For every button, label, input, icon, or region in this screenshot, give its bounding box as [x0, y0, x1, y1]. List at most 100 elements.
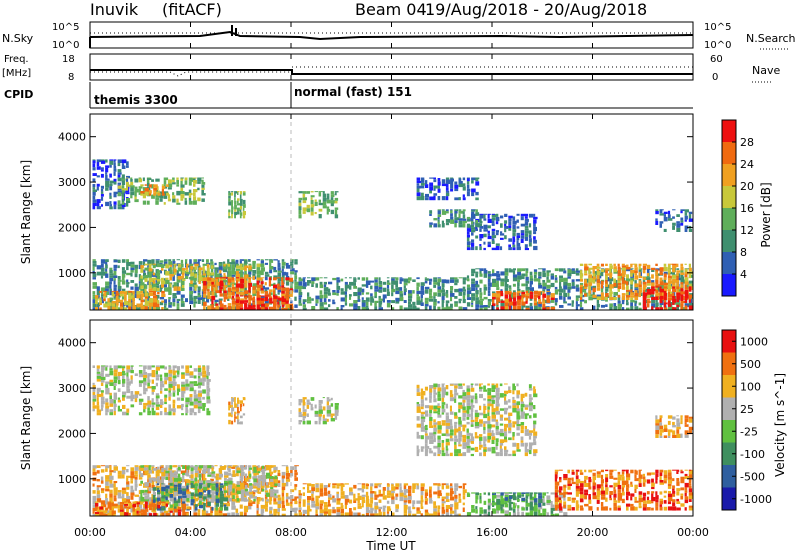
heatmap-cell	[445, 406, 449, 409]
heatmap-cell	[265, 482, 269, 486]
heatmap-cell	[144, 495, 149, 500]
heatmap-cell	[128, 302, 132, 307]
heatmap-cell	[386, 300, 391, 303]
heatmap-cell	[207, 494, 212, 498]
heatmap-cell	[182, 497, 187, 502]
heatmap-cell	[224, 471, 229, 476]
heatmap-cell	[121, 165, 126, 169]
heatmap-cell	[202, 273, 206, 276]
heatmap-cell	[634, 283, 639, 288]
heatmap-cell	[126, 484, 130, 487]
heatmap-cell	[289, 288, 293, 291]
heatmap-cell	[445, 419, 451, 423]
heatmap-cell	[239, 403, 243, 407]
heatmap-cell	[445, 415, 449, 420]
velocity-heatmap	[92, 365, 694, 516]
heatmap-cell	[487, 282, 492, 287]
heatmap-cell	[194, 470, 200, 473]
heatmap-cell	[454, 398, 457, 403]
heatmap-cell	[228, 209, 231, 213]
heatmap-cell	[235, 493, 239, 496]
heatmap-cell	[144, 292, 149, 297]
heatmap-cell	[563, 285, 568, 290]
heatmap-cell	[437, 289, 442, 293]
heatmap-cell	[140, 282, 145, 286]
heatmap-cell	[109, 300, 113, 304]
heatmap-cell	[201, 177, 204, 179]
heatmap-cell	[492, 303, 496, 306]
heatmap-cell	[487, 273, 492, 277]
heatmap-cell	[256, 504, 259, 508]
heatmap-cell	[471, 209, 475, 212]
heatmap-cell	[228, 484, 232, 489]
heatmap-cell	[234, 193, 236, 198]
heatmap-cell	[609, 276, 613, 279]
heatmap-cell	[458, 420, 462, 425]
heatmap-cell	[322, 205, 327, 209]
heatmap-cell	[630, 270, 635, 274]
heatmap-cell	[147, 512, 151, 516]
heatmap-cell	[281, 475, 286, 479]
heatmap-cell	[651, 303, 656, 308]
heatmap-cell	[302, 409, 307, 412]
heatmap-cell	[642, 281, 647, 285]
heatmap-cell	[124, 307, 128, 310]
heatmap-cell	[172, 302, 176, 307]
heatmap-cell	[211, 486, 216, 491]
heatmap-cell	[207, 468, 210, 473]
heatmap-cell	[412, 305, 417, 310]
heatmap-cell	[437, 425, 442, 430]
heatmap-cell	[579, 282, 584, 287]
heatmap-cell	[655, 218, 658, 221]
heatmap-cell	[105, 184, 110, 188]
heatmap-cell	[416, 402, 420, 405]
heatmap-cell	[336, 307, 339, 310]
heatmap-cell	[121, 470, 126, 475]
heatmap-cell	[211, 295, 216, 301]
heatmap-cell	[260, 300, 264, 304]
heatmap-cell	[311, 298, 314, 301]
heatmap-cell	[621, 307, 625, 310]
heatmap-cell	[140, 465, 145, 468]
heatmap-cell	[458, 424, 463, 427]
heatmap-cell	[433, 218, 438, 221]
heatmap-cell	[466, 395, 471, 399]
heatmap-cell	[172, 296, 177, 299]
heatmap-cell	[466, 223, 471, 228]
heatmap-cell	[450, 496, 454, 501]
heatmap-cell	[147, 400, 152, 405]
heatmap-cell	[167, 187, 172, 190]
heatmap-cell	[201, 259, 205, 262]
heatmap-cell	[113, 264, 118, 269]
heatmap-cell	[508, 268, 512, 270]
heatmap-cell	[646, 300, 651, 304]
heatmap-cell	[239, 511, 244, 516]
heatmap-cell	[161, 277, 164, 281]
heatmap-cell	[144, 284, 148, 289]
heatmap-cell	[462, 446, 467, 449]
heatmap-cell	[228, 405, 231, 408]
heatmap-cell	[533, 274, 537, 279]
heatmap-cell	[103, 513, 106, 516]
heatmap-cell	[168, 381, 173, 384]
heatmap-cell	[437, 387, 442, 392]
heatmap-cell	[134, 508, 137, 512]
heatmap-cell	[138, 380, 144, 384]
heatmap-cell	[471, 304, 474, 308]
heatmap-cell	[517, 268, 522, 272]
heatmap-cell	[323, 302, 327, 305]
heatmap-cell	[111, 510, 116, 514]
heatmap-cell	[180, 187, 184, 191]
heatmap-cell	[105, 500, 109, 505]
heatmap-cell	[563, 268, 566, 271]
heatmap-cell	[164, 259, 168, 262]
heatmap-cell	[188, 181, 192, 186]
heatmap-cell	[663, 211, 668, 214]
heatmap-cell	[326, 409, 332, 414]
heatmap-cell	[450, 507, 453, 511]
heatmap-cell	[319, 500, 324, 504]
heatmap-cell	[109, 479, 113, 484]
heatmap-cell	[190, 272, 195, 277]
heatmap-cell	[445, 412, 449, 416]
heatmap-cell	[231, 283, 235, 287]
